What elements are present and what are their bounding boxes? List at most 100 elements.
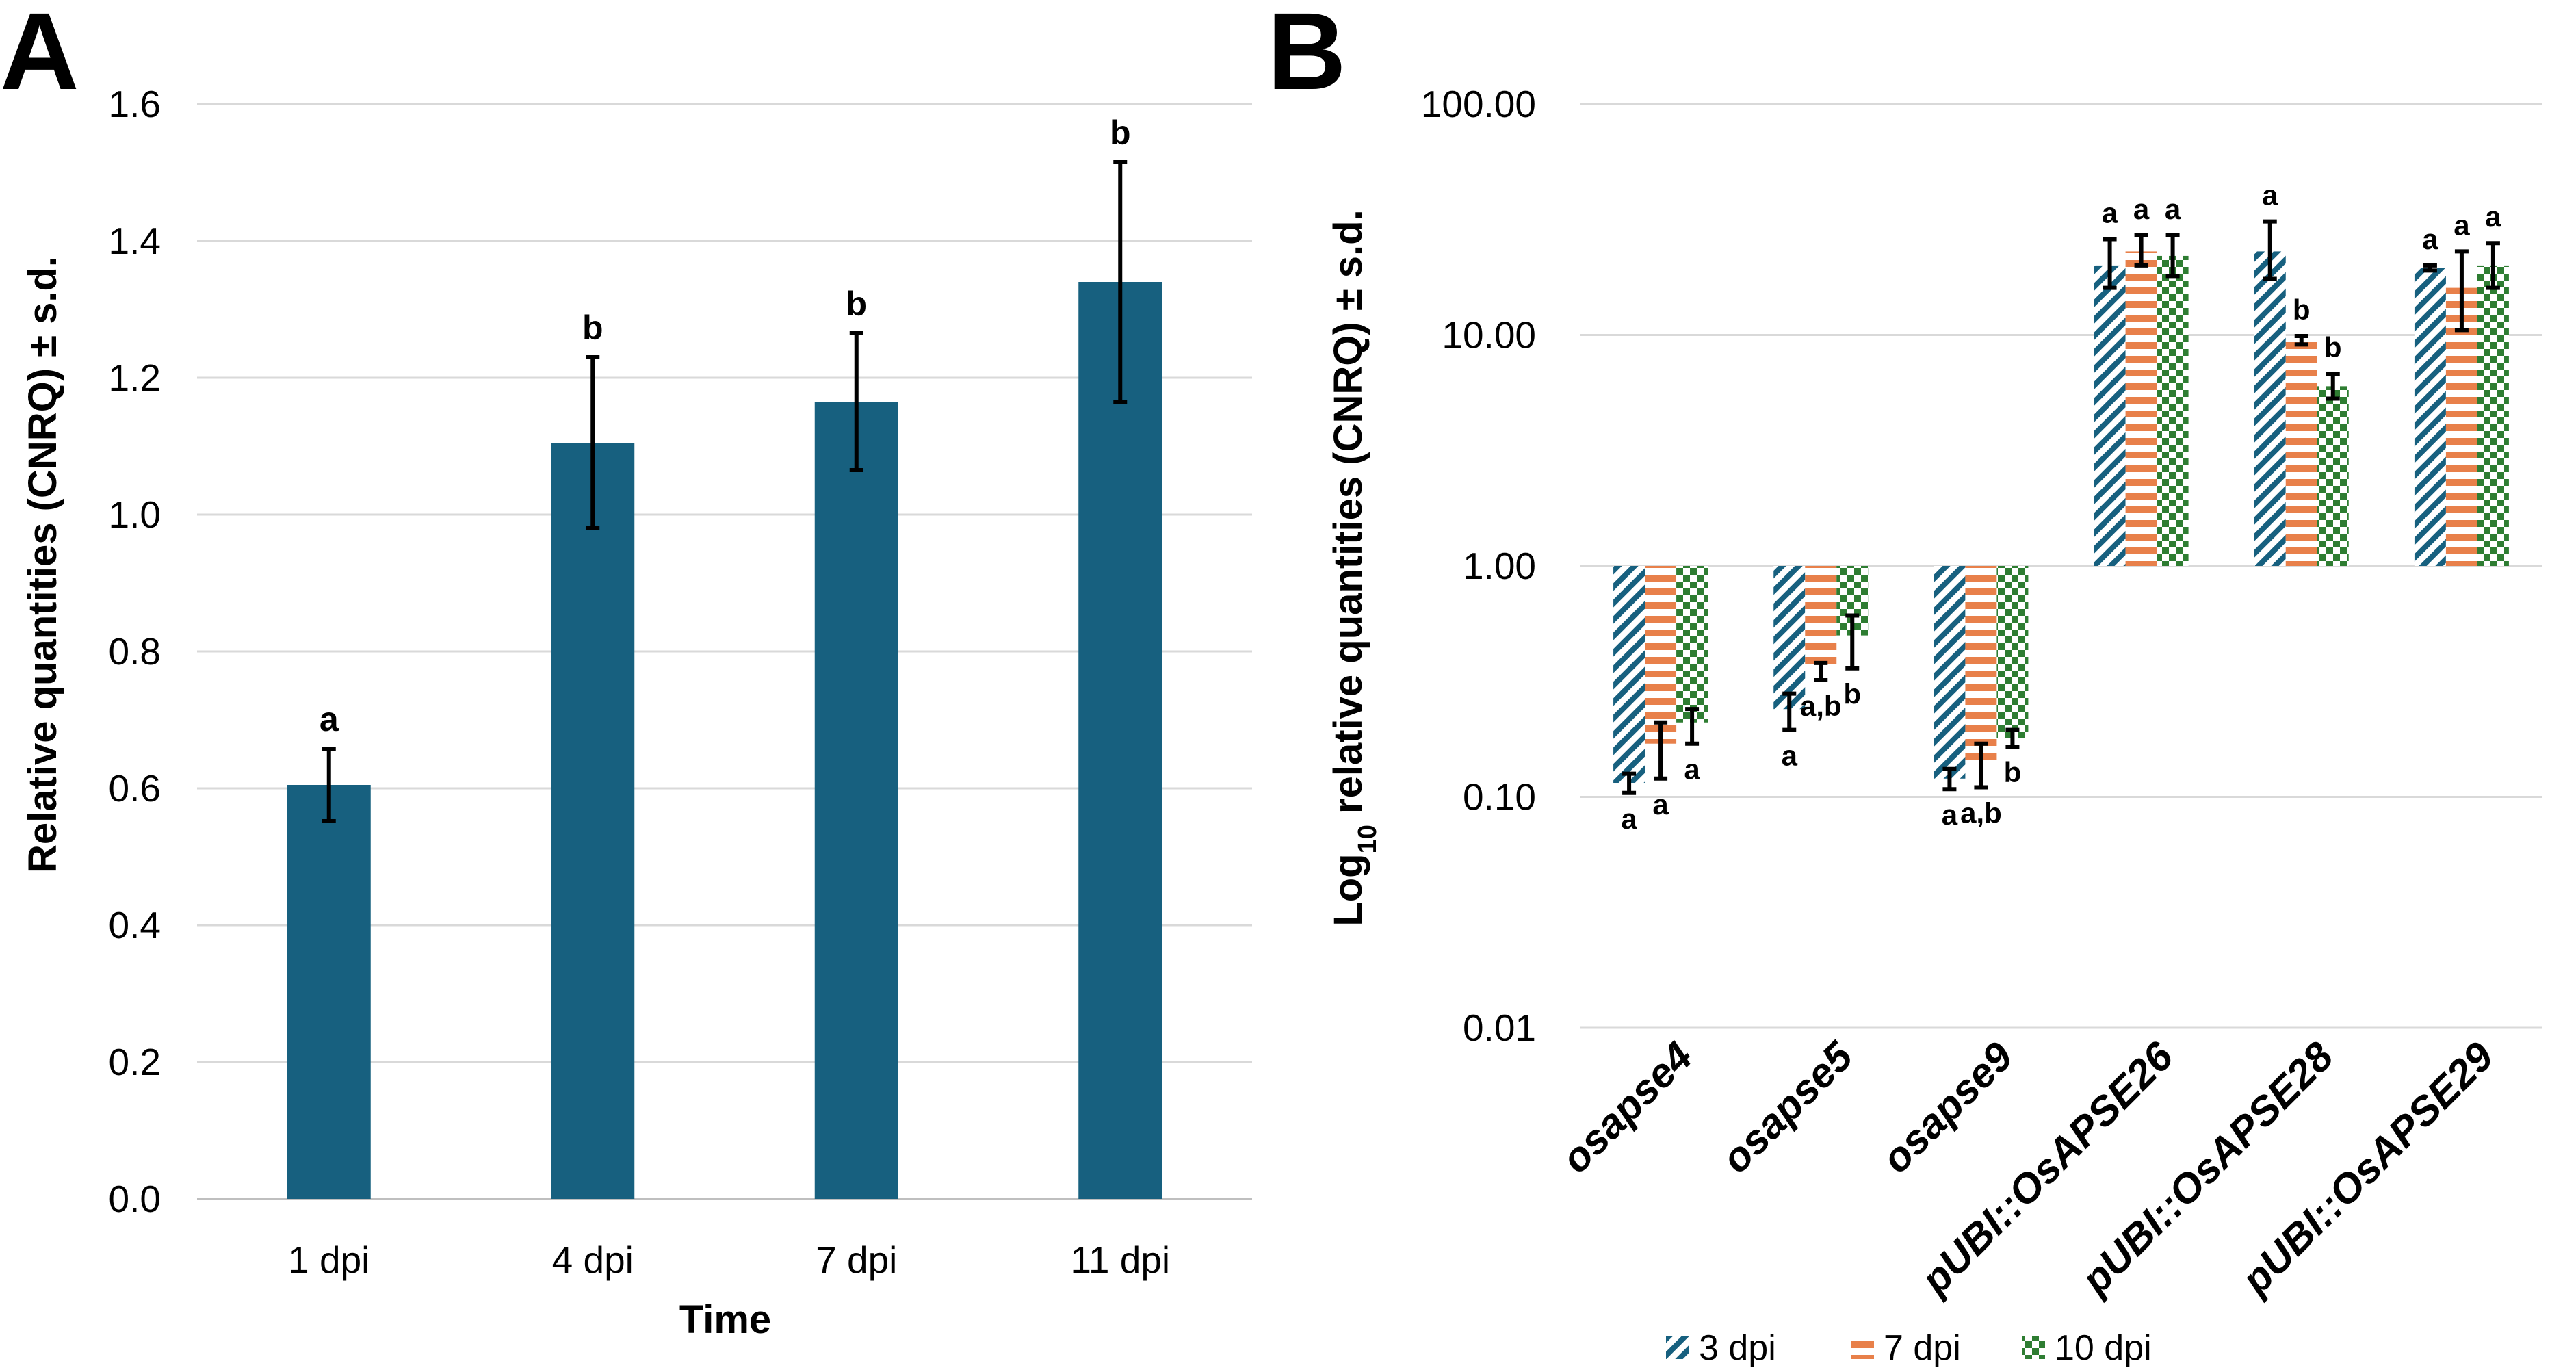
error-bar-pubi-osapse29-3-dpi bbox=[2423, 263, 2437, 273]
bar-pubi-osapse28-3-dpi bbox=[2254, 251, 2286, 566]
error-bar-pubi-osapse29-10-dpi bbox=[2486, 241, 2500, 290]
legend-label-3-dpi: 3 dpi bbox=[1699, 1328, 1776, 1368]
significance-label-osapse5-10-dpi: b bbox=[1843, 678, 1861, 710]
x-tick-label-7-dpi: 7 dpi bbox=[816, 1239, 897, 1281]
bar-pubi-osapse26-10-dpi bbox=[2157, 255, 2189, 566]
significance-label-7-dpi: b bbox=[846, 285, 867, 323]
x-tick-label-11-dpi: 11 dpi bbox=[1070, 1239, 1170, 1281]
error-bar-osapse4-10-dpi bbox=[1685, 707, 1700, 746]
error-bar-osapse4-7-dpi bbox=[1654, 720, 1668, 781]
bar-osapse4-10-dpi bbox=[1676, 566, 1708, 723]
bar-pubi-osapse26-7-dpi bbox=[2125, 251, 2157, 566]
chart-a-y-axis-title: Relative quantities (CNRQ) ± s.d. bbox=[21, 256, 65, 873]
legend-item-3-dpi: 3 dpi bbox=[1666, 1328, 1776, 1368]
chart-b-y-axis-title: Log10 relative quantities (CNRQ) ± s.d. bbox=[1326, 209, 1382, 926]
error-bar-pubi-osapse28-7-dpi bbox=[2294, 333, 2308, 347]
chart-a-gridlines bbox=[197, 103, 1252, 1200]
significance-label-osapse4-3-dpi: a bbox=[1621, 803, 1637, 835]
error-bar-osapse9-10-dpi bbox=[2005, 727, 2020, 749]
bar-pubi-osapse29-10-dpi bbox=[2477, 265, 2509, 566]
significance-label-osapse4-10-dpi: a bbox=[1684, 753, 1700, 786]
significance-label-11-dpi: b bbox=[1110, 114, 1131, 152]
significance-label-4-dpi: b bbox=[582, 309, 603, 347]
chart-b-y-axis-title-rest: relative quantities (CNRQ) ± s.d. bbox=[1326, 209, 1370, 825]
error-bar-pubi-osapse26-7-dpi bbox=[2134, 233, 2148, 268]
significance-label-pubi-osapse28-7-dpi: b bbox=[2293, 294, 2311, 326]
chart-b-x-ticks: osapse4 osapse5 osapse9pUBI::OsAPSE26pUBI:… bbox=[1552, 1033, 2502, 1304]
error-bar-1-dpi bbox=[322, 747, 336, 823]
bar-11-dpi bbox=[1078, 282, 1162, 1199]
chart-a-x-axis-title: Time bbox=[679, 1297, 771, 1342]
y-tick-label-a-2: 0.4 bbox=[109, 904, 161, 946]
bar-pubi-osapse29-3-dpi bbox=[2414, 268, 2446, 566]
y-tick-label-a-3: 0.6 bbox=[109, 767, 161, 810]
chart-a-significance-labels: a b b b bbox=[320, 114, 1131, 738]
chart-b-y-axis-title-log: Log bbox=[1326, 853, 1370, 926]
y-tick-label-a-6: 1.2 bbox=[109, 357, 161, 399]
chart-b-y-ticks: 0.01 0.10 1.00 10.00 100.00 bbox=[1421, 83, 1536, 1049]
y-tick-label-b-2: 1.00 bbox=[1463, 545, 1536, 587]
error-bar-pubi-osapse26-3-dpi bbox=[2103, 237, 2117, 290]
bar-osapse4-7-dpi bbox=[1645, 566, 1677, 744]
bar-osapse4-3-dpi bbox=[1613, 566, 1645, 784]
chart-a-x-ticks: 1 dpi 4 dpi 7 dpi 11 dpi bbox=[288, 1239, 1170, 1281]
legend-label-7-dpi: 7 dpi bbox=[1884, 1328, 1961, 1368]
legend-swatch-10-dpi bbox=[2022, 1336, 2045, 1359]
significance-label-osapse9-7-dpi: a,b bbox=[1960, 797, 2002, 829]
error-bar-4-dpi bbox=[586, 355, 600, 530]
y-tick-label-b-4: 100.00 bbox=[1421, 83, 1536, 125]
y-tick-label-a-5: 1.0 bbox=[109, 493, 161, 536]
y-tick-label-b-0: 0.01 bbox=[1463, 1007, 1536, 1049]
significance-label-pubi-osapse29-10-dpi: a bbox=[2485, 200, 2501, 233]
legend-swatch-7-dpi bbox=[1851, 1336, 1874, 1359]
panel-letter-a: A bbox=[0, 0, 79, 112]
bar-osapse9-3-dpi bbox=[1934, 566, 1966, 779]
bar-4-dpi bbox=[551, 443, 635, 1199]
bar-7-dpi bbox=[814, 402, 898, 1199]
y-tick-label-b-1: 0.10 bbox=[1463, 776, 1536, 818]
x-tick-label-osapse9: osapse9 bbox=[1873, 1033, 2022, 1182]
chart-a-bars bbox=[287, 282, 1162, 1199]
x-tick-label-1-dpi: 1 dpi bbox=[288, 1239, 369, 1281]
significance-label-pubi-osapse26-7-dpi: a bbox=[2133, 193, 2150, 225]
bar-osapse5-3-dpi bbox=[1773, 566, 1806, 710]
x-tick-label-osapse5: osapse5 bbox=[1713, 1033, 1862, 1182]
chart-a-y-ticks: 0.0 0.2 0.4 0.6 0.8 1.0 1.2 1.4 1.6 bbox=[109, 83, 161, 1220]
significance-label-osapse9-10-dpi: b bbox=[2004, 756, 2022, 788]
error-bar-osapse5-10-dpi bbox=[1845, 613, 1860, 671]
error-bar-pubi-osapse29-7-dpi bbox=[2454, 249, 2469, 333]
significance-label-1-dpi: a bbox=[320, 700, 339, 738]
significance-label-pubi-osapse26-3-dpi: a bbox=[2102, 196, 2118, 229]
significance-label-osapse5-3-dpi: a bbox=[1782, 740, 1798, 772]
error-bar-osapse9-7-dpi bbox=[1974, 741, 1988, 790]
error-bar-osapse4-3-dpi bbox=[1622, 771, 1637, 795]
chart-a: A 0.0 0.2 0.4 0.6 0.8 1.0 1.2 1.4 1.6 a b b b 1 dpi… bbox=[0, 0, 1252, 1342]
legend-label-10-dpi: 10 dpi bbox=[2055, 1328, 2152, 1368]
y-tick-label-a-4: 0.8 bbox=[109, 630, 161, 673]
significance-label-pubi-osapse28-10-dpi: b bbox=[2324, 331, 2342, 363]
legend-item-10-dpi: 10 dpi bbox=[2022, 1328, 2152, 1368]
error-bar-pubi-osapse28-10-dpi bbox=[2326, 372, 2340, 401]
bar-osapse9-10-dpi bbox=[1996, 566, 2029, 738]
significance-label-pubi-osapse29-7-dpi: a bbox=[2454, 209, 2470, 241]
y-tick-label-a-0: 0.0 bbox=[109, 1178, 161, 1220]
chart-a-error-bars bbox=[322, 160, 1128, 823]
error-bar-osapse5-7-dpi bbox=[1814, 660, 1828, 683]
significance-label-osapse9-3-dpi: a bbox=[1942, 799, 1958, 831]
chart-b-error-bars bbox=[1622, 219, 2500, 795]
legend-swatch-3-dpi bbox=[1666, 1336, 1689, 1359]
bar-1-dpi bbox=[287, 785, 371, 1199]
bar-pubi-osapse28-10-dpi bbox=[2317, 386, 2349, 566]
error-bar-11-dpi bbox=[1113, 160, 1128, 404]
chart-b-gridlines bbox=[1580, 103, 2542, 1029]
significance-label-pubi-osapse26-10-dpi: a bbox=[2165, 193, 2181, 225]
error-bar-osapse5-3-dpi bbox=[1782, 691, 1797, 732]
error-bar-7-dpi bbox=[849, 331, 863, 472]
legend-item-7-dpi: 7 dpi bbox=[1851, 1328, 1961, 1368]
error-bar-pubi-osapse28-3-dpi bbox=[2263, 219, 2277, 281]
panel-letter-b: B bbox=[1267, 0, 1346, 112]
